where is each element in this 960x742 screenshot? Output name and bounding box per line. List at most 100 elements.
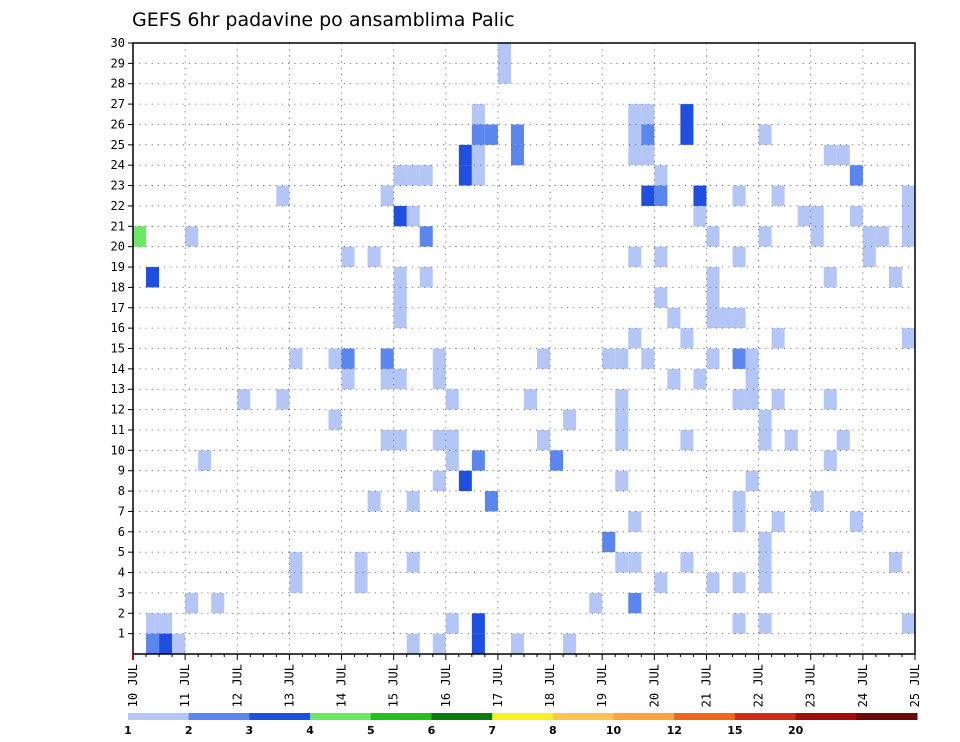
heatmap-cell bbox=[732, 246, 746, 268]
heatmap-cell bbox=[289, 552, 303, 573]
heatmap-cell bbox=[432, 470, 446, 492]
heatmap-cell bbox=[419, 165, 433, 186]
heatmap-cell bbox=[185, 592, 199, 614]
heatmap-cell bbox=[732, 613, 746, 634]
x-axis: 10 JUL 11 JUL 12 JUL 13 JUL 14 JUL 15 JUL 16 J… bbox=[126, 654, 922, 707]
heatmap-cell bbox=[406, 165, 420, 186]
colorbar-label: 3 bbox=[246, 724, 254, 737]
colorbar-label: 10 bbox=[606, 724, 622, 737]
heatmap-cell bbox=[185, 226, 199, 247]
heatmap-cell bbox=[654, 185, 668, 206]
x-tick-label: 22 JUL bbox=[752, 664, 766, 707]
colorbar-swatch bbox=[188, 713, 250, 720]
y-tick-label: 29 bbox=[111, 56, 125, 70]
heatmap-cell bbox=[680, 124, 694, 145]
heatmap-cell bbox=[732, 511, 746, 532]
colorbar-label: 12 bbox=[667, 724, 682, 737]
heatmap-cell bbox=[445, 389, 459, 410]
x-tick-label: 11 JUL bbox=[178, 664, 192, 707]
heatmap-cell bbox=[432, 348, 446, 369]
heatmap-cell bbox=[745, 368, 759, 390]
heatmap-cell bbox=[615, 348, 629, 369]
heatmap-cell bbox=[146, 267, 160, 288]
heatmap-cell bbox=[550, 450, 564, 471]
heatmap-cell bbox=[849, 165, 863, 186]
heatmap-cell bbox=[354, 552, 368, 573]
heatmap-cell bbox=[862, 246, 876, 268]
heatmap-cell bbox=[471, 124, 485, 145]
heatmap-cell bbox=[159, 613, 173, 634]
y-tick-label: 1 bbox=[118, 627, 125, 641]
heatmap-cell bbox=[628, 144, 642, 166]
y-tick-label: 3 bbox=[118, 586, 125, 600]
heatmap-cell bbox=[458, 144, 472, 166]
colorbar-label: 5 bbox=[367, 724, 375, 737]
heatmap-cell bbox=[393, 429, 407, 451]
heatmap-cell bbox=[732, 491, 746, 512]
heatmap-cell bbox=[641, 348, 655, 369]
heatmap-cell bbox=[146, 633, 160, 654]
y-tick-label: 9 bbox=[118, 464, 125, 478]
heatmap-cell bbox=[706, 226, 720, 247]
heatmap-cell bbox=[758, 572, 772, 593]
y-tick-label: 18 bbox=[111, 280, 125, 294]
heatmap-cell bbox=[706, 572, 720, 593]
heatmap-cell bbox=[419, 267, 433, 288]
heatmap-cell bbox=[888, 552, 902, 573]
x-tick-label: 20 JUL bbox=[647, 664, 661, 707]
heatmap-cell bbox=[732, 572, 746, 593]
heatmap-cell bbox=[133, 226, 147, 247]
heatmap-cell bbox=[641, 104, 655, 125]
heatmap-cell bbox=[445, 613, 459, 634]
heatmap-cell bbox=[211, 592, 225, 614]
heatmap-cell bbox=[654, 165, 668, 186]
heatmap-cell bbox=[341, 246, 355, 268]
colorbar-swatch bbox=[856, 713, 918, 720]
heatmap-cell bbox=[471, 144, 485, 166]
heatmap-cell bbox=[276, 389, 290, 410]
x-tick-label: 25 JUL bbox=[908, 664, 922, 707]
heatmap-cell bbox=[810, 205, 824, 227]
y-tick-label: 14 bbox=[111, 362, 125, 376]
heatmap-cell bbox=[159, 633, 173, 654]
heatmap-cell bbox=[849, 205, 863, 227]
y-axis: 1234567891011121314151617181920212223242… bbox=[111, 36, 133, 641]
colorbar-swatch bbox=[734, 713, 797, 720]
heatmap-cell bbox=[758, 124, 772, 145]
colorbar-swatch bbox=[795, 713, 857, 720]
y-tick-label: 20 bbox=[111, 240, 125, 254]
heatmap-cell bbox=[732, 185, 746, 206]
heatmap-cell bbox=[654, 572, 668, 593]
heatmap-cell bbox=[445, 429, 459, 451]
heatmap-cell bbox=[745, 348, 759, 369]
x-tick-label: 19 JUL bbox=[595, 664, 609, 707]
colorbar-label: 20 bbox=[788, 724, 804, 737]
heatmap-cell bbox=[732, 307, 746, 329]
heatmap-cell bbox=[849, 511, 863, 532]
heatmap-cells bbox=[133, 43, 915, 654]
heatmap-cell bbox=[706, 348, 720, 369]
heatmap-cell bbox=[706, 267, 720, 288]
y-tick-label: 25 bbox=[111, 138, 125, 152]
heatmap-cell bbox=[419, 226, 433, 247]
heatmap-cell bbox=[654, 246, 668, 268]
heatmap-cell bbox=[836, 144, 850, 166]
colorbar-swatch bbox=[249, 713, 311, 720]
colorbar-swatch bbox=[431, 713, 493, 720]
x-tick-label: 24 JUL bbox=[856, 664, 870, 707]
chart-title: GEFS 6hr padavine po ansamblima Palic bbox=[132, 9, 515, 31]
y-tick-label: 28 bbox=[111, 77, 125, 91]
heatmap-cell bbox=[406, 552, 420, 573]
heatmap-cell bbox=[198, 450, 212, 471]
heatmap-cell bbox=[237, 389, 251, 410]
x-tick-label: 16 JUL bbox=[439, 664, 453, 707]
heatmap-cell bbox=[471, 633, 485, 654]
heatmap-cell bbox=[471, 613, 485, 634]
heatmap-cell bbox=[901, 185, 915, 206]
heatmap-cell bbox=[901, 205, 915, 227]
grid-lines bbox=[133, 43, 915, 654]
heatmap-cell bbox=[888, 267, 902, 288]
heatmap-cell bbox=[563, 633, 577, 654]
heatmap-cell bbox=[810, 491, 824, 512]
